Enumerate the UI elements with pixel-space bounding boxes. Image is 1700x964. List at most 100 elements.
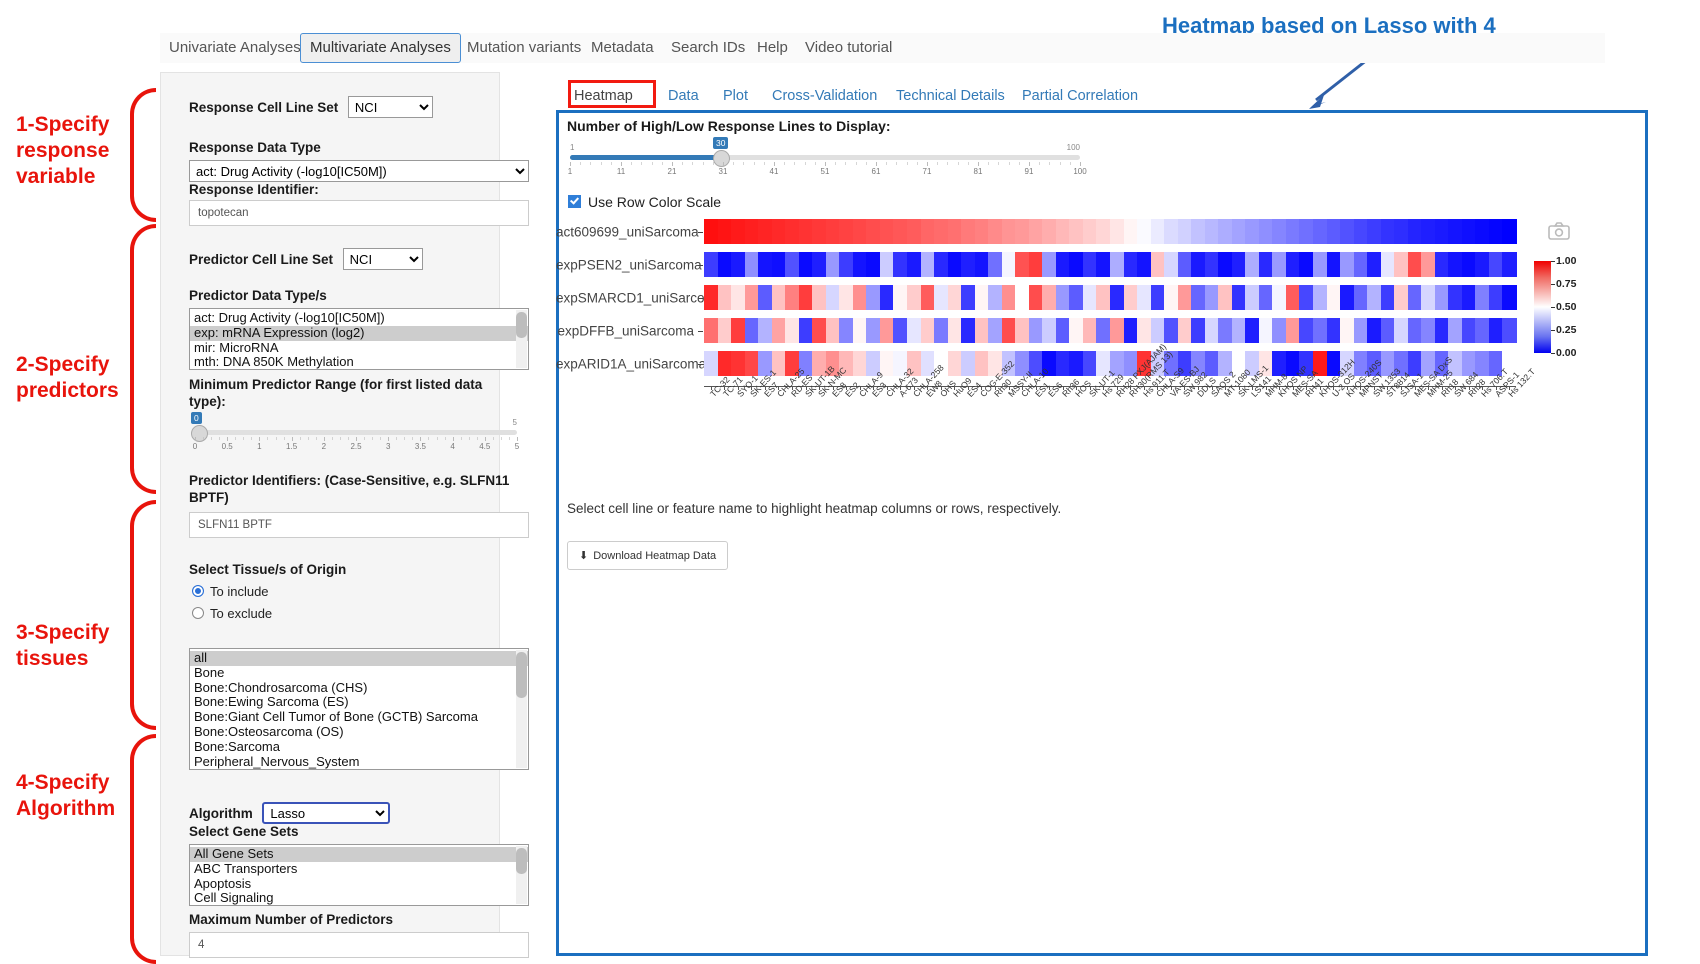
- heatmap-cell[interactable]: [1272, 318, 1287, 343]
- heatmap-cell[interactable]: [798, 351, 813, 376]
- response-data-type-select[interactable]: act: Drug Activity (-log10[IC50M]): [189, 160, 529, 182]
- heatmap-cell[interactable]: [1475, 219, 1490, 244]
- heatmap-cell[interactable]: [1231, 318, 1246, 343]
- heatmap-cell[interactable]: [907, 285, 922, 310]
- heatmap-cell[interactable]: [893, 219, 908, 244]
- camera-icon[interactable]: [1548, 222, 1570, 240]
- heatmap-cell[interactable]: [758, 318, 773, 343]
- heatmap-cell[interactable]: [961, 351, 976, 376]
- heatmap-cell[interactable]: [1015, 252, 1030, 277]
- heatmap-cell[interactable]: [1028, 219, 1043, 244]
- tab-partial-correlation[interactable]: Partial Correlation: [1022, 88, 1138, 104]
- list-item[interactable]: Bone:Sarcoma: [194, 738, 280, 754]
- heatmap-cell[interactable]: [1380, 351, 1395, 376]
- heatmap-cell[interactable]: [1421, 285, 1436, 310]
- heatmap-cell[interactable]: [1272, 351, 1287, 376]
- tissue-listbox[interactable]: all Bone Bone:Chondrosarcoma (CHS) Bone:…: [189, 648, 529, 770]
- heatmap-cell[interactable]: [1164, 351, 1179, 376]
- heatmap-cell[interactable]: [1421, 252, 1436, 277]
- heatmap-cell[interactable]: [812, 252, 827, 277]
- heatmap-cell[interactable]: [852, 219, 867, 244]
- heatmap-cell[interactable]: [1299, 285, 1314, 310]
- heatmap-cell[interactable]: [1272, 252, 1287, 277]
- heatmap-cell[interactable]: [1001, 351, 1016, 376]
- heatmap-cell[interactable]: [1150, 318, 1165, 343]
- heatmap-cell[interactable]: [1204, 351, 1219, 376]
- heatmap-cell[interactable]: [1407, 219, 1422, 244]
- heatmap-cell[interactable]: [907, 252, 922, 277]
- heatmap-cell[interactable]: [1448, 318, 1463, 343]
- heatmap-cell[interactable]: [961, 219, 976, 244]
- heatmap-cell[interactable]: [1069, 318, 1084, 343]
- heatmap-cell[interactable]: [879, 252, 895, 277]
- heatmap-cell[interactable]: [920, 285, 935, 310]
- heatmap-cell[interactable]: [988, 219, 1003, 244]
- heatmap-cell[interactable]: [825, 285, 840, 310]
- heatmap-cell[interactable]: [1245, 219, 1260, 244]
- heatmap-cell[interactable]: [798, 252, 813, 277]
- heatmap-cell[interactable]: [1353, 318, 1368, 343]
- heatmap-row-label[interactable]: expARID1A_uniSarcoma: [556, 356, 707, 371]
- heatmap-cell[interactable]: [717, 285, 732, 310]
- heatmap-cell[interactable]: [771, 219, 786, 244]
- gene-sets-listbox[interactable]: All Gene Sets ABC Transporters Apoptosis…: [189, 844, 529, 906]
- heatmap-cell[interactable]: [1218, 318, 1233, 343]
- slider-handle[interactable]: [713, 150, 730, 167]
- heatmap-cell[interactable]: [771, 285, 786, 310]
- heatmap-cell[interactable]: [1231, 252, 1246, 277]
- heatmap-cell[interactable]: [866, 318, 881, 343]
- heatmap-cell[interactable]: [920, 252, 935, 277]
- heatmap-cell[interactable]: [1082, 252, 1098, 277]
- listbox-scroll-thumb[interactable]: [516, 652, 527, 698]
- heatmap-cell[interactable]: [1218, 252, 1233, 277]
- heatmap-cell[interactable]: [1245, 318, 1260, 343]
- heatmap-cell[interactable]: [704, 252, 719, 277]
- heatmap-cell[interactable]: [1218, 351, 1233, 376]
- heatmap-cell[interactable]: [1313, 351, 1328, 376]
- heatmap-cell[interactable]: [1407, 351, 1422, 376]
- heatmap-cell[interactable]: [1231, 285, 1246, 310]
- heatmap-cell[interactable]: [1204, 285, 1219, 310]
- heatmap-cell[interactable]: [798, 219, 813, 244]
- heatmap-cell[interactable]: [879, 285, 895, 310]
- heatmap-cell[interactable]: [1380, 285, 1395, 310]
- heatmap-cell[interactable]: [920, 219, 935, 244]
- heatmap-cell[interactable]: [812, 285, 827, 310]
- heatmap-cell[interactable]: [1448, 285, 1463, 310]
- heatmap-cell[interactable]: [785, 318, 800, 343]
- heatmap-cell[interactable]: [1096, 351, 1111, 376]
- response-identifier-input[interactable]: [189, 200, 529, 226]
- heatmap-cell[interactable]: [717, 252, 732, 277]
- list-item[interactable]: All Gene Sets: [190, 846, 528, 862]
- heatmap-cell[interactable]: [1055, 252, 1070, 277]
- heatmap-cell[interactable]: [1313, 318, 1328, 343]
- list-item[interactable]: exp: mRNA Expression (log2): [190, 325, 528, 341]
- heatmap-cell[interactable]: [1164, 252, 1179, 277]
- heatmap-cell[interactable]: [839, 351, 854, 376]
- heatmap-cell[interactable]: [1015, 285, 1030, 310]
- heatmap-cell[interactable]: [1407, 318, 1422, 343]
- heatmap-cell[interactable]: [907, 318, 922, 343]
- heatmap-cell[interactable]: [1394, 318, 1409, 343]
- heatmap-cell[interactable]: [1082, 351, 1098, 376]
- heatmap-cell[interactable]: [731, 252, 746, 277]
- heatmap-cell[interactable]: [1042, 351, 1057, 376]
- heatmap-cell[interactable]: [974, 219, 989, 244]
- heatmap-cell[interactable]: [947, 219, 962, 244]
- tissue-include-radio-row[interactable]: To include: [192, 582, 269, 601]
- heatmap-cell[interactable]: [1475, 318, 1490, 343]
- heatmap-cell[interactable]: [1001, 318, 1016, 343]
- heatmap-cell[interactable]: [1488, 285, 1504, 310]
- heatmap-cell[interactable]: [1448, 219, 1463, 244]
- heatmap-cell[interactable]: [879, 318, 895, 343]
- predictor-identifiers-input[interactable]: [189, 512, 529, 538]
- heatmap-cell[interactable]: [1218, 219, 1233, 244]
- heatmap-cell[interactable]: [1123, 351, 1138, 376]
- heatmap-cell[interactable]: [1353, 252, 1368, 277]
- list-item[interactable]: mth: DNA 850K Methylation: [194, 354, 354, 370]
- heatmap-cell[interactable]: [988, 252, 1003, 277]
- heatmap-cell[interactable]: [1285, 351, 1301, 376]
- heatmap-cell[interactable]: [1150, 351, 1165, 376]
- heatmap-cell[interactable]: [1326, 351, 1341, 376]
- heatmap-cell[interactable]: [798, 318, 813, 343]
